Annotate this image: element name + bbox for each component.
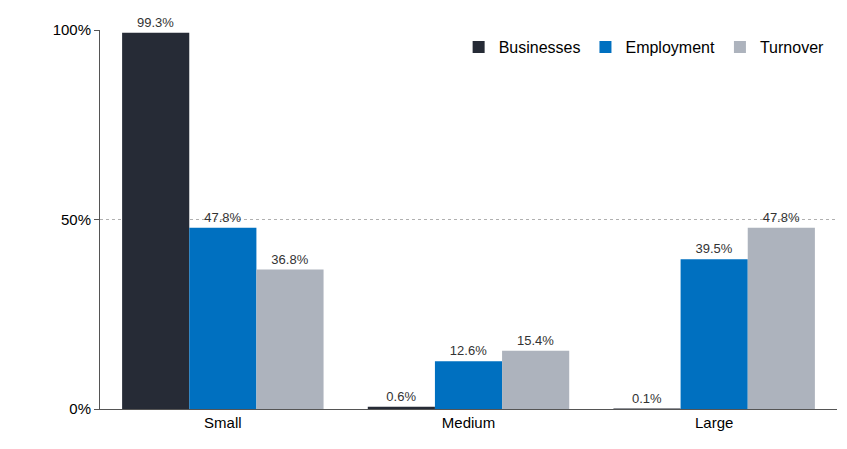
svg-text:Medium: Medium (442, 414, 495, 431)
svg-text:Large: Large (695, 414, 733, 431)
svg-text:15.4%: 15.4% (517, 333, 554, 348)
svg-text:Businesses: Businesses (499, 39, 581, 56)
svg-text:47.8%: 47.8% (763, 210, 800, 225)
svg-text:0.1%: 0.1% (632, 391, 662, 406)
svg-text:36.8%: 36.8% (271, 252, 308, 267)
svg-text:0.6%: 0.6% (386, 389, 416, 404)
svg-text:39.5%: 39.5% (696, 241, 733, 256)
svg-text:Employment: Employment (625, 39, 714, 56)
svg-text:50%: 50% (61, 211, 91, 228)
svg-text:Turnover: Turnover (760, 39, 824, 56)
svg-text:47.8%: 47.8% (204, 210, 241, 225)
svg-text:12.6%: 12.6% (450, 343, 487, 358)
svg-text:99.3%: 99.3% (137, 15, 174, 30)
svg-text:100%: 100% (53, 21, 91, 38)
svg-text:Small: Small (204, 414, 242, 431)
svg-text:0%: 0% (69, 400, 91, 417)
